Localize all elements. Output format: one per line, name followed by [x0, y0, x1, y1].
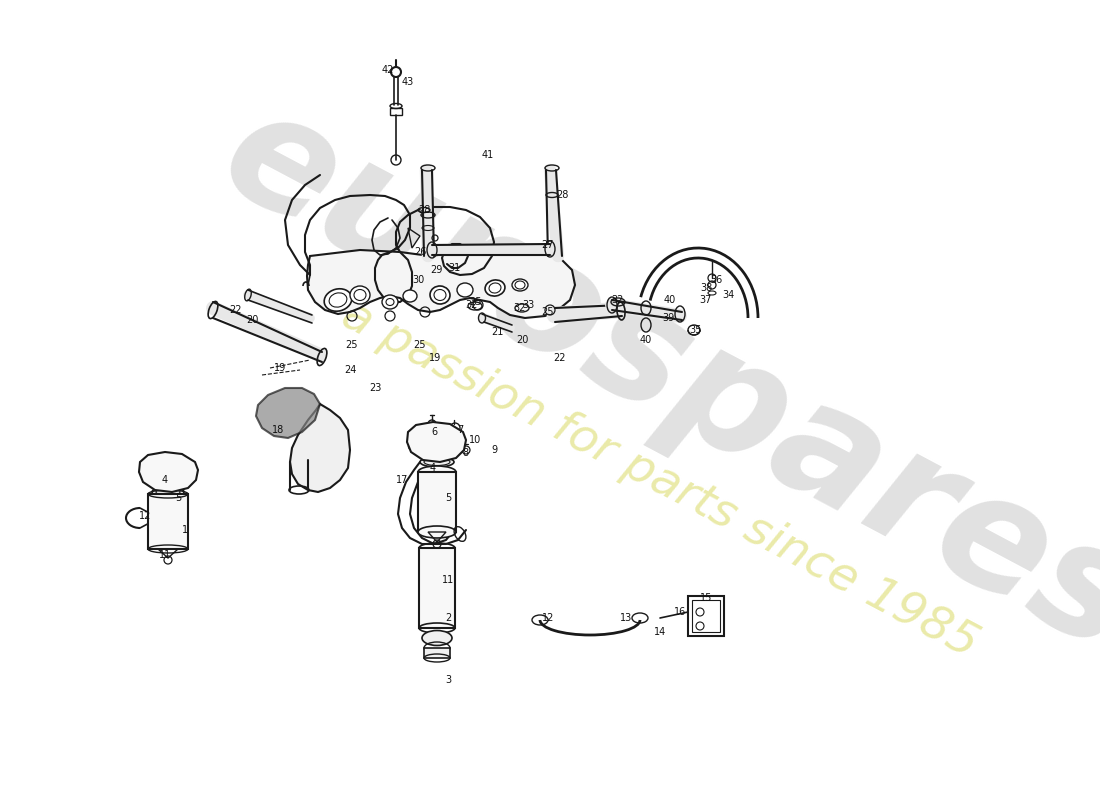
Text: 40: 40 — [640, 335, 652, 345]
Bar — [424, 648, 450, 658]
Text: 19: 19 — [274, 363, 286, 373]
Text: 2: 2 — [444, 613, 451, 623]
Text: 43: 43 — [402, 77, 414, 87]
Text: 38: 38 — [700, 283, 712, 293]
Text: 25: 25 — [470, 297, 482, 307]
Text: 22: 22 — [553, 353, 566, 363]
Text: 33: 33 — [521, 300, 535, 310]
Circle shape — [424, 428, 451, 456]
Text: 28: 28 — [556, 190, 569, 200]
Text: 32: 32 — [465, 300, 478, 310]
Text: a passion for parts since 1985: a passion for parts since 1985 — [334, 293, 986, 667]
Text: 41: 41 — [482, 150, 494, 160]
Text: 14: 14 — [653, 627, 667, 637]
Polygon shape — [307, 248, 575, 318]
Text: 7: 7 — [456, 425, 463, 435]
Text: 20: 20 — [516, 335, 528, 345]
Ellipse shape — [418, 526, 456, 538]
Ellipse shape — [324, 289, 352, 311]
Polygon shape — [407, 422, 466, 462]
Text: 35: 35 — [690, 325, 702, 335]
Text: 8: 8 — [462, 448, 469, 458]
Text: 23: 23 — [368, 383, 382, 393]
Bar — [418, 472, 456, 532]
Bar — [390, 108, 402, 115]
Text: 9: 9 — [491, 445, 497, 455]
Text: 6: 6 — [431, 427, 437, 437]
Text: 26: 26 — [414, 247, 426, 257]
Text: 25: 25 — [345, 340, 359, 350]
Text: 29: 29 — [430, 265, 442, 275]
Text: 4: 4 — [162, 475, 168, 485]
Text: 4: 4 — [430, 463, 436, 473]
Ellipse shape — [350, 286, 370, 304]
Polygon shape — [290, 404, 350, 492]
Text: 34: 34 — [722, 290, 734, 300]
Text: 39: 39 — [662, 313, 674, 323]
Text: 10: 10 — [469, 435, 481, 445]
Text: 17: 17 — [396, 475, 408, 485]
Ellipse shape — [382, 295, 398, 309]
Bar — [419, 548, 455, 628]
Text: 28: 28 — [418, 205, 430, 215]
Text: 22: 22 — [230, 305, 242, 315]
Text: 32: 32 — [514, 303, 526, 313]
Ellipse shape — [403, 290, 417, 302]
Text: 11: 11 — [442, 575, 454, 585]
Text: 1: 1 — [182, 525, 188, 535]
Ellipse shape — [152, 487, 184, 497]
Ellipse shape — [430, 286, 450, 304]
Ellipse shape — [485, 280, 505, 296]
Text: 25: 25 — [414, 340, 427, 350]
Text: 20: 20 — [245, 315, 258, 325]
Text: 31: 31 — [448, 263, 460, 273]
Text: 11: 11 — [158, 550, 172, 560]
Text: 12: 12 — [139, 511, 151, 521]
Text: 27: 27 — [541, 240, 554, 250]
Text: 40: 40 — [664, 295, 676, 305]
Text: 3: 3 — [444, 675, 451, 685]
Text: 15: 15 — [700, 593, 712, 603]
Text: 42: 42 — [382, 65, 394, 75]
Text: 36: 36 — [710, 275, 722, 285]
Text: 5: 5 — [175, 493, 182, 503]
Ellipse shape — [422, 630, 452, 646]
Text: 21: 21 — [491, 327, 503, 337]
Text: eurospares: eurospares — [198, 74, 1100, 686]
Bar — [692, 600, 720, 632]
Text: 30: 30 — [411, 275, 425, 285]
Text: 12: 12 — [542, 613, 554, 623]
Circle shape — [154, 458, 182, 486]
Ellipse shape — [420, 457, 454, 467]
Bar — [688, 596, 724, 636]
Text: 16: 16 — [674, 607, 686, 617]
Text: 5: 5 — [444, 493, 451, 503]
Text: 37: 37 — [700, 295, 712, 305]
Bar — [148, 494, 188, 549]
Text: 13: 13 — [620, 613, 632, 623]
Ellipse shape — [418, 466, 456, 478]
Text: 32: 32 — [612, 295, 624, 305]
Text: 18: 18 — [272, 425, 284, 435]
Ellipse shape — [456, 283, 473, 297]
Text: 24: 24 — [344, 365, 356, 375]
Text: 25: 25 — [541, 307, 554, 317]
Text: 19: 19 — [429, 353, 441, 363]
Polygon shape — [139, 452, 198, 492]
Polygon shape — [256, 388, 320, 438]
Ellipse shape — [512, 279, 528, 291]
